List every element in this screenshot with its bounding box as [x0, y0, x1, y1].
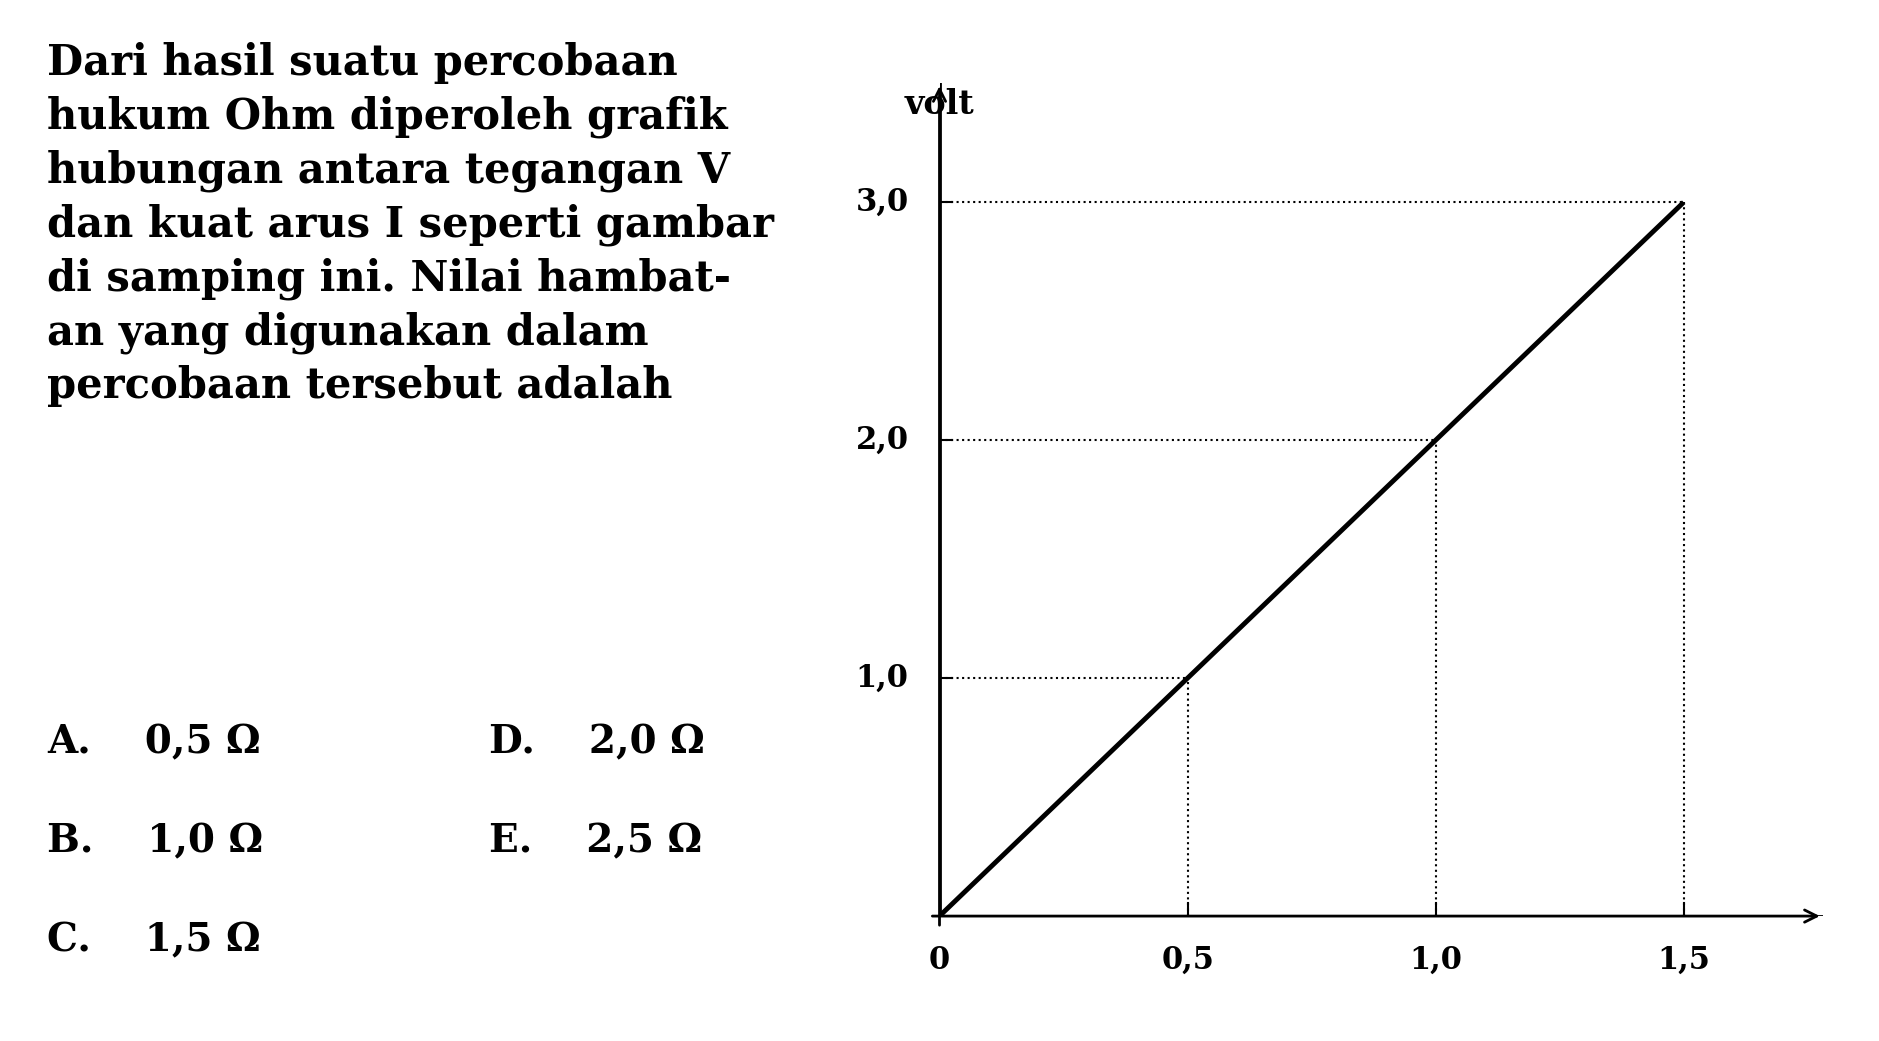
Text: volt: volt	[904, 87, 975, 121]
Text: 1,0: 1,0	[1409, 945, 1462, 975]
Text: 0,5: 0,5	[1161, 945, 1214, 975]
Text: 0: 0	[928, 945, 951, 975]
Text: 1,5: 1,5	[1657, 945, 1710, 975]
Text: 3,0: 3,0	[855, 186, 908, 218]
Text: C.    1,5 Ω: C. 1,5 Ω	[47, 921, 261, 960]
Text: 1,0: 1,0	[855, 663, 908, 693]
Text: E.    2,5 Ω: E. 2,5 Ω	[489, 822, 701, 861]
Text: Dari hasil suatu percobaan
hukum Ohm diperoleh grafik
hubungan antara tegangan V: Dari hasil suatu percobaan hukum Ohm dip…	[47, 42, 774, 407]
Text: 2,0: 2,0	[855, 425, 908, 456]
Text: D.    2,0 Ω: D. 2,0 Ω	[489, 723, 705, 762]
Text: B.    1,0 Ω: B. 1,0 Ω	[47, 822, 263, 861]
Text: A.    0,5 Ω: A. 0,5 Ω	[47, 723, 261, 762]
